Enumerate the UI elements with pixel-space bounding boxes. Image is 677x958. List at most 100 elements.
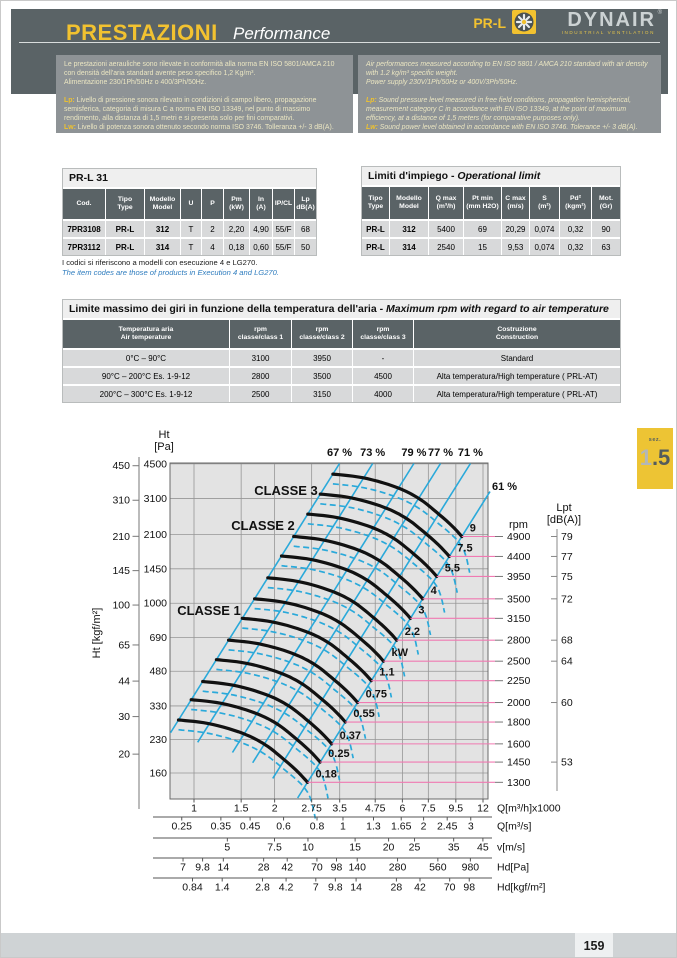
lp-label: Lp: xyxy=(64,97,75,104)
svg-text:v[m/s]: v[m/s] xyxy=(497,842,525,854)
svg-text:CLASSE 2: CLASSE 2 xyxy=(231,518,295,533)
svg-text:0.55: 0.55 xyxy=(353,708,374,720)
lw-text: Livello di potenza sonora ottenuto secon… xyxy=(77,124,334,131)
table-row: 90°C – 200°C Es. 1-9-12 2800 3500 4500 Alta … xyxy=(63,368,620,384)
table-cell: 0,074 xyxy=(530,239,560,255)
column-header: Pm (kW) xyxy=(224,189,250,219)
svg-text:20: 20 xyxy=(118,749,130,761)
svg-text:73 %: 73 % xyxy=(360,447,385,459)
svg-text:160: 160 xyxy=(149,768,167,780)
svg-text:10: 10 xyxy=(302,842,314,854)
lp-label: Lp: xyxy=(366,97,377,104)
table-cell: 5400 xyxy=(429,221,464,237)
svg-text:210: 210 xyxy=(112,531,130,543)
svg-text:450: 450 xyxy=(112,460,130,472)
table-cell: 0,074 xyxy=(530,221,560,237)
svg-text:79 %: 79 % xyxy=(401,447,426,459)
svg-text:77: 77 xyxy=(561,551,573,563)
svg-text:70: 70 xyxy=(311,862,323,874)
table-cell: 50 xyxy=(301,242,310,252)
column-header: In (A) xyxy=(250,189,273,219)
registered-mark: ® xyxy=(657,10,662,16)
svg-text:98: 98 xyxy=(331,862,343,874)
svg-text:3500: 3500 xyxy=(507,593,531,605)
table-cell: 68 xyxy=(301,224,310,234)
svg-text:14: 14 xyxy=(350,882,362,894)
table1-header-row: Cod. Tipo Type Modello Model U P Pm (kW) In (A… xyxy=(63,189,316,219)
svg-text:Hd[Pa]: Hd[Pa] xyxy=(497,862,529,874)
svg-text:560: 560 xyxy=(429,862,447,874)
column-header: Lp dB(A) xyxy=(296,196,315,211)
table-cell: 312 xyxy=(145,221,181,237)
notes-it-lp: Lp: Livello di pressione sonora rilevato… xyxy=(64,96,345,132)
table2-header-row: Tipo Type Modello Model Q max (m³/h) Pt min… xyxy=(362,187,620,219)
table-prl31: PR-L 31 Cod. Tipo Type Modello Model U P Pm (k… xyxy=(62,168,317,256)
svg-text:3: 3 xyxy=(468,821,474,833)
svg-text:Hd[kgf/m²]: Hd[kgf/m²] xyxy=(497,882,546,894)
svg-text:20: 20 xyxy=(383,842,395,854)
svg-text:6: 6 xyxy=(399,803,405,815)
svg-text:98: 98 xyxy=(463,882,475,894)
svg-text:2.75: 2.75 xyxy=(301,803,322,815)
svg-text:53: 53 xyxy=(561,757,573,769)
svg-text:230: 230 xyxy=(149,734,167,746)
svg-text:4.2: 4.2 xyxy=(279,882,294,894)
svg-text:1.5: 1.5 xyxy=(234,803,249,815)
svg-text:61 %: 61 % xyxy=(492,481,517,493)
svg-text:480: 480 xyxy=(149,666,167,678)
column-header: Pd² (kgm²) xyxy=(560,187,592,219)
svg-text:145: 145 xyxy=(112,565,130,577)
svg-text:9.5: 9.5 xyxy=(449,803,464,815)
table-cell: 2,20 xyxy=(224,221,250,237)
column-header: Tipo Type xyxy=(362,187,390,219)
svg-text:2500: 2500 xyxy=(507,656,531,668)
table-cell: 7PR3112 xyxy=(63,239,106,255)
svg-text:35: 35 xyxy=(448,842,460,854)
svg-text:2: 2 xyxy=(272,803,278,815)
svg-text:0.25: 0.25 xyxy=(328,748,349,760)
svg-text:3100: 3100 xyxy=(144,493,168,505)
svg-text:0.45: 0.45 xyxy=(240,821,261,833)
table-cell: 3150 xyxy=(292,386,353,402)
brand-tagline: INDUSTRIAL VENTILATION xyxy=(561,30,655,35)
column-header: U xyxy=(181,189,202,219)
svg-text:7.5: 7.5 xyxy=(421,803,436,815)
table-row: PR-L 312 5400 69 20,29 0,074 0,32 90 xyxy=(362,221,620,237)
column-header: Tipo Type xyxy=(106,189,145,219)
svg-text:4500: 4500 xyxy=(144,458,168,470)
column-header: Cod. xyxy=(63,189,106,219)
table-cell: 2800 xyxy=(230,368,292,384)
table-row: 7PR3108 PR-L 312 T 2 2,20 4,90 55/F 68 xyxy=(63,221,316,237)
svg-text:14: 14 xyxy=(217,862,229,874)
svg-text:1800: 1800 xyxy=(507,717,531,729)
svg-text:42: 42 xyxy=(281,862,293,874)
section-badge: sez. 1.5 xyxy=(637,428,673,489)
svg-text:0.8: 0.8 xyxy=(310,821,325,833)
svg-text:3: 3 xyxy=(418,604,424,616)
table-cell: 4500 xyxy=(353,368,414,384)
svg-text:70: 70 xyxy=(444,882,456,894)
svg-text:100: 100 xyxy=(112,600,130,612)
column-header: Modello Model xyxy=(390,187,429,219)
column-header: Modello Model xyxy=(145,189,181,219)
table-operational-limit: Limiti d'impiego - Operational limit Tipo… xyxy=(361,166,621,256)
table-max-rpm-temperature: Limite massimo dei giri in funzione dell… xyxy=(62,299,621,403)
svg-text:1: 1 xyxy=(191,803,197,815)
svg-text:3150: 3150 xyxy=(507,613,531,625)
svg-text:1600: 1600 xyxy=(507,738,531,750)
table-row: PR-L 314 2540 15 9,53 0,074 0,32 63 xyxy=(362,239,620,255)
svg-text:1450: 1450 xyxy=(507,757,531,769)
table-cell: 2 xyxy=(202,221,224,237)
svg-text:980: 980 xyxy=(462,862,480,874)
svg-text:4: 4 xyxy=(431,585,438,597)
table-cell: T xyxy=(181,221,202,237)
svg-text:1450: 1450 xyxy=(144,563,168,575)
notes-english: Air performances measured according to E… xyxy=(358,55,661,133)
svg-text:2: 2 xyxy=(421,821,427,833)
column-header: Q max (m³/h) xyxy=(429,187,464,219)
svg-text:3.5: 3.5 xyxy=(332,803,347,815)
table-cell: 200°C – 300°C Es. 1-9-12 xyxy=(63,386,230,402)
svg-text:64: 64 xyxy=(561,656,573,668)
page-subtitle: Performance xyxy=(233,24,331,43)
